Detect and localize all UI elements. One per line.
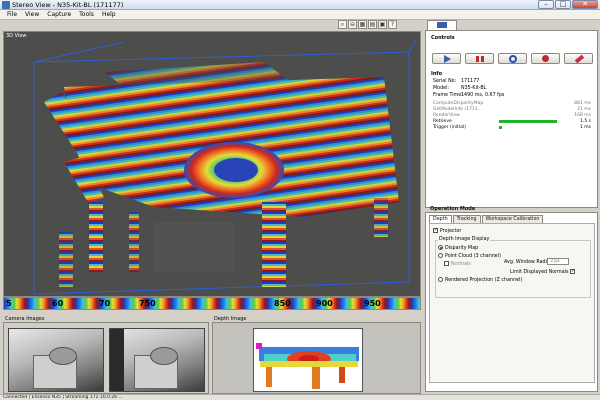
radio-icon (438, 253, 443, 258)
camera-images-label: Camera Images (5, 316, 45, 322)
camera-images-panel (3, 322, 209, 394)
menu-view[interactable]: View (25, 11, 40, 18)
depth-color-scale: 5 60 70 750 850 900 950 (3, 297, 421, 310)
maximize-button[interactable]: □ (555, 0, 571, 9)
info-model: Model: N35-Kit-BL (433, 86, 487, 91)
perf-row: ComputeDisparityMap 881 ms (433, 101, 591, 106)
refresh-icon (509, 55, 517, 63)
rendered-projection-radio[interactable]: Rendered Projection (Z channel) (438, 277, 522, 283)
help-icon[interactable]: ? (388, 20, 397, 29)
refresh-button[interactable] (498, 53, 527, 64)
scale-tick: 70 (99, 299, 111, 308)
left-camera-image[interactable] (8, 328, 104, 392)
info-frame-time: Frame Time:1490 ms, 0.67 fps (433, 93, 505, 98)
checkbox-checked-icon: ✓ (433, 228, 438, 233)
title-bar: Stereo View - N35-Kit-BL (171177) – □ ✕ (0, 0, 600, 10)
scale-tick: 5 (6, 299, 12, 308)
controls-panel: Controls Info Serial No: 171177 Model: N35… (425, 30, 598, 208)
scale-tick: 850 (274, 299, 291, 308)
camera-icon (437, 21, 447, 28)
scale-tick: 900 (316, 299, 333, 308)
status-bar: Connected | Ensenso N35 | Streaming 172.… (0, 394, 600, 400)
radio-icon (438, 277, 443, 282)
minimize-button[interactable]: – (538, 0, 554, 9)
pause-icon (476, 56, 484, 62)
perf-row: Trigger (initial) 1 ms (433, 125, 591, 130)
3d-view-panel[interactable]: 3D View (3, 31, 421, 297)
tab-tracking[interactable]: Tracking (452, 215, 481, 223)
pause-button[interactable] (465, 53, 494, 64)
play-icon (444, 55, 451, 63)
scale-tick: 950 (364, 299, 381, 308)
erase-button[interactable] (564, 53, 593, 64)
operation-mode-panel: Depth Tracking Workspace Calibration ✓ Pr… (425, 212, 598, 392)
record-icon (542, 55, 549, 62)
scale-tick: 750 (139, 299, 156, 308)
menu-tools[interactable]: Tools (79, 11, 94, 18)
point-cloud-render (4, 32, 420, 296)
projector-checkbox[interactable]: ✓ Projector (433, 228, 462, 234)
depth-tab-content: ✓ Projector Depth Image Display Disparity… (429, 223, 595, 383)
controls-label: Controls (431, 35, 455, 41)
perf-row: Retrieve 1.5 s (433, 119, 591, 124)
normals-checkbox[interactable]: Normals (444, 261, 471, 267)
operation-mode-label: Operation Mode (430, 206, 476, 212)
tab-depth[interactable]: Depth (429, 215, 452, 223)
chart-icon[interactable]: ▤ (368, 20, 377, 29)
info-serial: Serial No: 171177 (433, 79, 480, 84)
perf-bar (499, 120, 557, 123)
checkbox-icon (444, 261, 449, 266)
scale-tick: 60 (52, 299, 64, 308)
tab-workspace-calibration[interactable]: Workspace Calibration (481, 215, 544, 223)
group-title: Depth Image Display (438, 237, 491, 242)
eraser-icon (574, 54, 585, 64)
menu-help[interactable]: Help (101, 11, 116, 18)
menu-file[interactable]: File (7, 11, 18, 18)
perf-row: GetModelInfo (1711.. 21 ms (433, 107, 591, 112)
checkbox-checked-icon: ✓ (570, 269, 576, 274)
point-cloud-radio[interactable]: Point Cloud (3 channel) (438, 253, 501, 259)
play-button[interactable] (432, 53, 461, 64)
menu-capture[interactable]: Capture (47, 11, 72, 18)
depth-image-panel (212, 322, 421, 394)
grid-icon[interactable]: ▦ (358, 20, 367, 29)
zoom-icon[interactable]: ⌕ (338, 20, 347, 29)
view-tab[interactable] (427, 20, 457, 30)
limit-normals-checkbox[interactable]: Limit Displayed Normals ✓ (510, 269, 576, 275)
right-panel: Controls Info Serial No: 171177 Model: N35… (425, 20, 598, 392)
palette-icon[interactable]: ▣ (378, 20, 387, 29)
perf-row: RenderView 168 ms (433, 113, 591, 118)
view-toolbar: ⌕ ⊖ ▦ ▤ ▣ ? (338, 20, 397, 30)
depth-image[interactable] (253, 328, 363, 392)
info-label: Info (431, 71, 443, 77)
right-camera-image[interactable] (109, 328, 205, 392)
zoom-out-icon[interactable]: ⊖ (348, 20, 357, 29)
record-button[interactable] (531, 53, 560, 64)
perf-bar (499, 126, 502, 129)
radio-selected-icon (438, 245, 443, 250)
app-icon (2, 1, 10, 9)
window-title: Stereo View - N35-Kit-BL (171177) (12, 1, 124, 9)
depth-image-label: Depth Image (214, 316, 247, 322)
avg-radius-label: Avg. Window Radius: (504, 260, 555, 265)
3d-view-label: 3D View (6, 33, 27, 39)
menu-bar: File View Capture Tools Help (0, 10, 600, 20)
avg-radius-input[interactable]: 3 px (547, 258, 569, 265)
depth-display-group (435, 240, 591, 298)
disparity-map-radio[interactable]: Disparity Map (438, 245, 478, 251)
close-button[interactable]: ✕ (572, 0, 598, 9)
